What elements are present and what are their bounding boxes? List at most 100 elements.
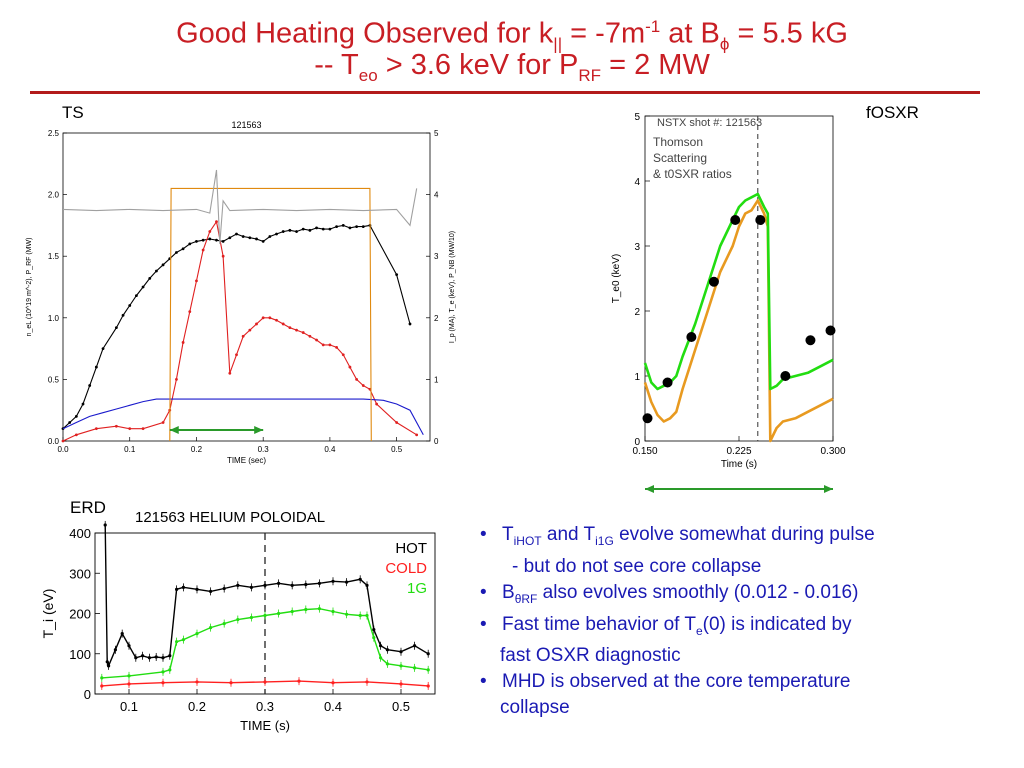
bullet-continuation: collapse — [500, 697, 570, 719]
series-point-1 — [208, 230, 212, 233]
series-point-1G — [365, 613, 369, 618]
x-tick-label: 0.0 — [57, 445, 69, 454]
y-axis-label: T_e0 (keV) — [611, 254, 622, 303]
y-tick-label: 0.5 — [48, 375, 60, 384]
y-right-tick-label: 1 — [434, 375, 439, 384]
series-point-1 — [361, 384, 365, 387]
series-point-1 — [161, 421, 165, 424]
legend-entry-1G: 1G — [407, 580, 427, 597]
series-point-1G — [161, 670, 165, 674]
series-point-0 — [295, 230, 298, 233]
series-point-COLD — [426, 684, 430, 688]
bullet-dot: • — [480, 524, 487, 545]
series-point-1 — [114, 424, 118, 428]
title-divider — [30, 91, 980, 94]
series-point-0 — [348, 226, 352, 230]
series-point-1G — [345, 612, 349, 616]
legend-entry-HOT: HOT — [395, 540, 427, 557]
series-point-HOT — [222, 586, 226, 591]
series-line-orange — [643, 199, 834, 443]
thomson-point — [662, 377, 673, 388]
ts-chart: 121563 0.0 0.1 0.2 0.3 0.4 0.5 TIME (sec) 0.0 0.5… — [26, 120, 456, 465]
y-tick-label: 400 — [69, 526, 91, 541]
series-point-1G — [100, 676, 104, 680]
legend-entry-COLD: COLD — [385, 560, 427, 577]
series-point-0 — [195, 240, 198, 243]
y-tick-label: 200 — [69, 607, 91, 622]
y-right-tick-label: 3 — [434, 252, 439, 261]
series-point-HOT — [161, 656, 165, 660]
plot-frame — [62, 132, 431, 442]
x-tick-label: 0.150 — [632, 446, 657, 457]
series-point-HOT — [236, 583, 240, 587]
y-tick-label: 300 — [69, 566, 91, 581]
series-point-1 — [275, 318, 278, 322]
series-point-COLD — [263, 680, 267, 684]
x-tick-label: 0.3 — [258, 445, 270, 454]
fosxr-chart: NSTX shot #: 121563 Thomson Scattering & t0… — [611, 112, 846, 493]
series-line-HOT — [104, 524, 429, 668]
y-tick-label: 0.0 — [48, 437, 60, 446]
series-point-1G — [263, 613, 267, 618]
series-point-1 — [241, 334, 245, 338]
series-point-1G — [175, 640, 179, 644]
x-tick-label: 0.1 — [124, 445, 136, 454]
y-tick-label: 3 — [634, 242, 640, 253]
thomson-point — [805, 335, 816, 346]
series-point-1 — [61, 439, 65, 443]
series-point-1 — [288, 326, 292, 330]
arrow-head-left — [169, 426, 179, 434]
series-point-HOT — [345, 580, 349, 584]
series-point-1 — [415, 433, 419, 437]
series-point-0 — [275, 232, 278, 236]
series-point-1 — [188, 310, 192, 314]
y-right-tick-label: 4 — [434, 191, 439, 200]
x-tick-label: 0.2 — [188, 699, 206, 714]
series-point-0 — [288, 228, 292, 232]
series-point-1 — [348, 365, 352, 369]
x-axis-label: TIME (s) — [240, 718, 290, 733]
annotation-text: Scattering — [653, 151, 707, 165]
series-point-1 — [221, 254, 225, 258]
y-right-axis-label: I_p (MA), T_e (keV), P_NB (MW/10) — [449, 231, 456, 343]
y-right-tick-label: 5 — [434, 129, 439, 138]
series-point-0 — [101, 347, 105, 350]
bullet-continuation: fast OSXR diagnostic — [500, 645, 681, 667]
y-right-tick-label: 2 — [434, 314, 439, 323]
series-point-HOT — [290, 583, 294, 587]
series-point-1 — [321, 343, 325, 347]
series-point-1G — [290, 609, 294, 614]
series-point-1 — [335, 345, 338, 349]
y-tick-label: 0 — [634, 437, 640, 448]
series-point-1G — [372, 636, 376, 640]
series-point-0 — [361, 225, 365, 229]
arrow-head-left — [645, 485, 654, 493]
series-point-1G — [195, 632, 199, 636]
y-tick-label: 0 — [84, 687, 91, 702]
series-point-1G — [399, 664, 403, 668]
slide-title-line2: -- Teo > 3.6 keV for PRF = 2 MW — [314, 49, 710, 85]
erd-chart: 121563 HELIUM POLOIDAL 0.1 0.2 0.3 0.4 0.5 TIM… — [40, 509, 436, 733]
series-point-HOT — [195, 587, 199, 591]
arrow-head-right — [824, 485, 833, 493]
series-point-0 — [114, 326, 118, 330]
bullet-item: • MHD is observed at the core temperatur… — [478, 669, 1018, 695]
series-point-1G — [385, 662, 389, 666]
series-point-1 — [355, 378, 358, 381]
series-point-HOT — [331, 579, 335, 583]
arrow-head-right — [254, 426, 264, 434]
series-point-1G — [413, 666, 417, 670]
series-point-1 — [181, 341, 185, 344]
series-point-1 — [141, 427, 145, 431]
series-point-1 — [295, 328, 298, 332]
series-point-0 — [215, 238, 218, 242]
series-point-1 — [248, 328, 252, 332]
y-axis-label: n_eL (10^19 m^-2), P_RF (MW) — [26, 238, 33, 337]
series-line-3 — [169, 187, 372, 442]
series-point-1 — [235, 353, 238, 357]
series-point-0 — [255, 237, 258, 241]
series-point-0 — [128, 304, 132, 307]
series-point-HOT — [107, 664, 111, 668]
series-point-1G — [222, 621, 226, 626]
x-tick-label: 0.2 — [191, 445, 203, 454]
